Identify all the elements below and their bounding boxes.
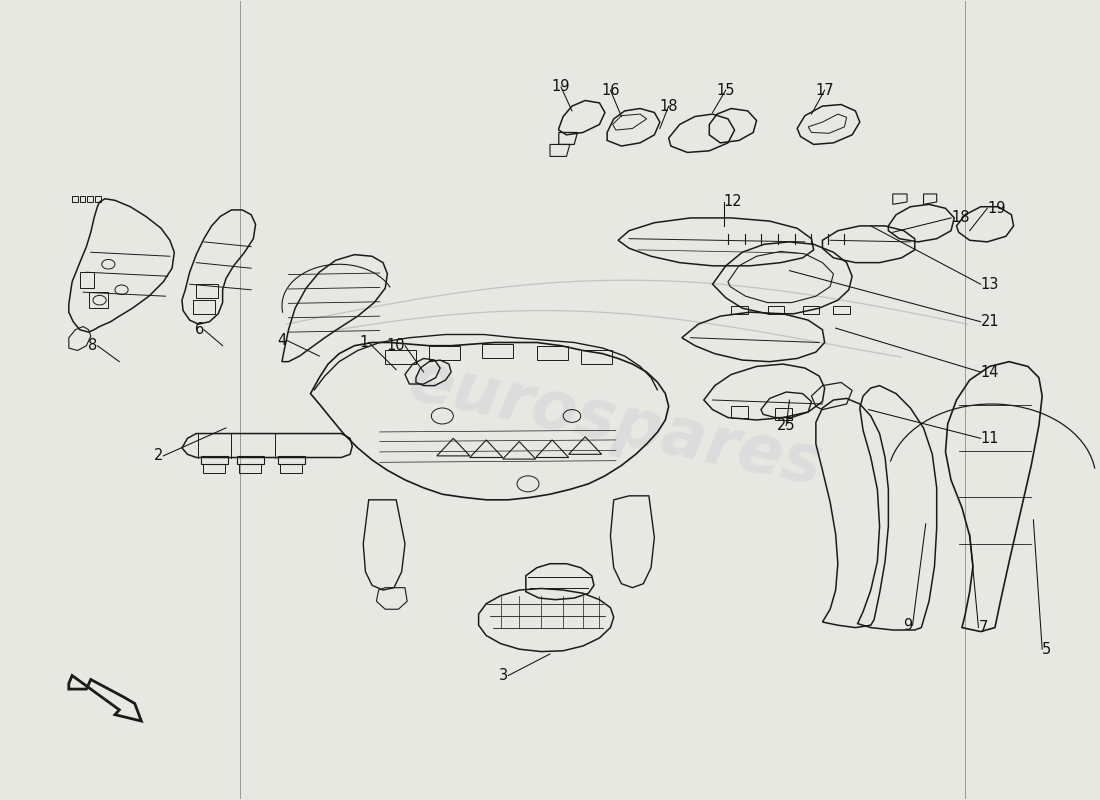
Text: 18: 18 (659, 98, 678, 114)
Text: 17: 17 (815, 82, 834, 98)
Text: 12: 12 (724, 194, 743, 210)
Text: 5: 5 (1042, 642, 1052, 657)
Text: 9: 9 (903, 618, 913, 633)
Text: 19: 19 (552, 79, 570, 94)
Text: 7: 7 (979, 620, 988, 635)
Text: 2: 2 (154, 449, 163, 463)
Text: 13: 13 (981, 277, 999, 292)
Text: 14: 14 (981, 365, 999, 379)
Text: 11: 11 (981, 431, 999, 446)
Text: 16: 16 (602, 82, 619, 98)
Text: 4: 4 (277, 333, 286, 348)
Text: 3: 3 (499, 668, 508, 683)
Text: 6: 6 (195, 322, 204, 338)
Text: 1: 1 (360, 335, 368, 350)
Text: eurospares: eurospares (403, 348, 829, 500)
Text: 21: 21 (981, 314, 999, 330)
Text: 25: 25 (777, 418, 795, 433)
Text: 18: 18 (952, 210, 969, 226)
Text: 8: 8 (88, 338, 98, 353)
Text: 19: 19 (987, 201, 1005, 216)
Text: 10: 10 (386, 338, 405, 353)
Text: 15: 15 (716, 82, 735, 98)
